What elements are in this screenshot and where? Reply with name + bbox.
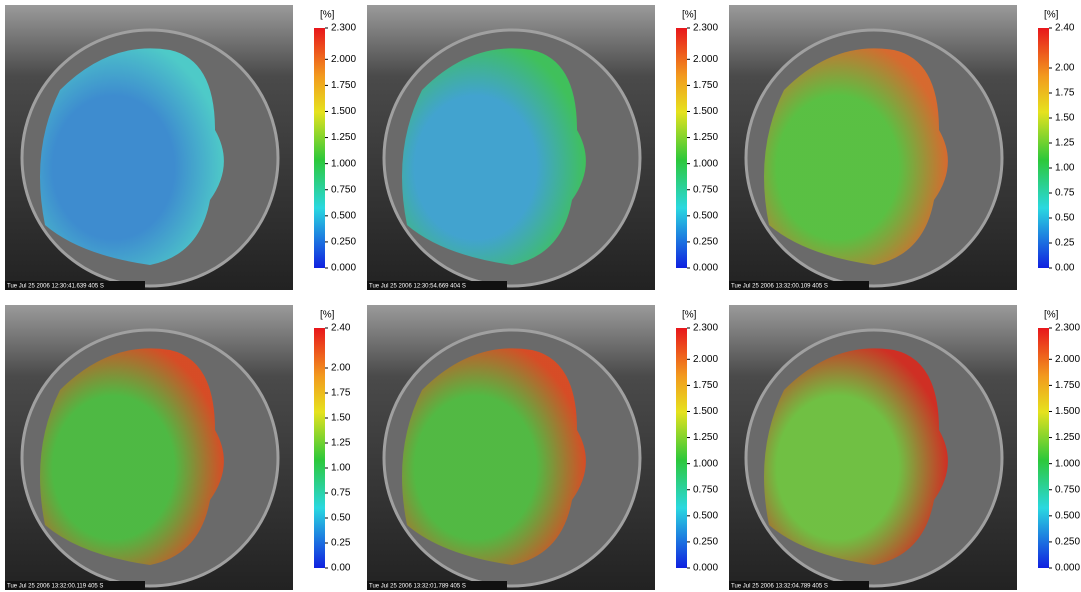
colorbar-tick-label: 0.00 [1055, 263, 1075, 274]
colorbar-tick-label: 0.50 [1055, 213, 1075, 224]
colorbar-tick-label: 1.250 [331, 132, 356, 143]
panel: Tue Jul 25 2006 13:32:01.789 405 S [%] 2.3… [367, 305, 718, 590]
timestamp: Tue Jul 25 2006 13:32:00.109 405 S [731, 284, 828, 290]
colorbar-tick-label: 1.500 [1055, 406, 1080, 417]
colorbar-unit: [%] [682, 310, 697, 321]
colorbar-tick-label: 1.25 [1055, 138, 1075, 149]
colorbar-tick-label: 0.000 [1055, 563, 1080, 574]
colorbar-tick-label: 1.75 [1055, 88, 1075, 99]
colorbar-tick-label: 2.300 [693, 23, 718, 34]
colorbar-tick-label: 0.500 [693, 510, 718, 521]
colorbar-tick-label: 0.25 [1055, 238, 1075, 249]
colorbar-tick-label: 1.000 [693, 458, 718, 469]
colorbar-tick-label: 0.500 [1055, 510, 1080, 521]
colorbar-tick-label: 1.750 [1055, 380, 1080, 391]
colorbar-tick-label: 0.250 [1055, 537, 1080, 548]
timestamp: Tue Jul 25 2006 13:32:04.789 405 S [731, 584, 828, 590]
colorbar-tick-label: 1.250 [693, 432, 718, 443]
figure: Tue Jul 25 2006 12:30:41.639 405 S [%] 2.3… [0, 0, 1081, 592]
colorbar-unit: [%] [320, 10, 335, 21]
colorbar-tick-label: 1.750 [331, 80, 356, 91]
timestamp: Tue Jul 25 2006 13:32:00.119 405 S [7, 584, 103, 590]
colorbar-tick-label: 0.75 [331, 488, 351, 499]
colorbar-tick-label: 1.000 [693, 158, 718, 169]
colorbar-tick-label: 0.500 [693, 210, 718, 221]
colorbar-tick-label: 0.250 [693, 237, 718, 248]
colorbar-unit: [%] [1044, 310, 1059, 321]
colorbar-tick-label: 1.500 [693, 106, 718, 117]
colorbar [314, 328, 325, 568]
colorbar-tick-label: 2.300 [331, 23, 356, 34]
colorbar-tick-label: 2.40 [331, 323, 351, 334]
colorbar [314, 28, 325, 268]
colorbar-tick-label: 0.00 [331, 563, 351, 574]
colorbar [676, 328, 687, 568]
colorbar-tick-label: 1.250 [693, 132, 718, 143]
colorbar-tick-label: 2.000 [1055, 354, 1080, 365]
colorbar-tick-label: 1.50 [1055, 113, 1075, 124]
colorbar-tick-label: 1.00 [331, 463, 351, 474]
colorbar-unit: [%] [1044, 10, 1059, 21]
colorbar-tick-label: 2.000 [331, 54, 356, 65]
colorbar-tick-label: 0.250 [693, 537, 718, 548]
colorbar-tick-label: 1.00 [1055, 163, 1075, 174]
colorbar-tick-label: 1.500 [693, 406, 718, 417]
colorbar-tick-label: 1.75 [331, 388, 351, 399]
colorbar-tick-label: 0.75 [1055, 188, 1075, 199]
colorbar-tick-label: 1.50 [331, 413, 351, 424]
colorbar-tick-label: 2.300 [693, 323, 718, 334]
colorbar [1038, 28, 1049, 268]
colorbar-tick-label: 1.000 [331, 158, 356, 169]
colorbar-tick-label: 0.000 [331, 263, 356, 274]
panel: Tue Jul 25 2006 13:32:00.119 405 S [%] 2.4… [5, 305, 351, 590]
colorbar-tick-label: 0.750 [693, 484, 718, 495]
colorbar-tick-label: 2.00 [331, 363, 351, 374]
colorbar-tick-label: 2.00 [1055, 63, 1075, 74]
colorbar-tick-label: 1.250 [1055, 432, 1080, 443]
colorbar-tick-label: 0.50 [331, 513, 351, 524]
colorbar-tick-label: 1.750 [693, 380, 718, 391]
colorbar-tick-label: 0.000 [693, 563, 718, 574]
colorbar [676, 28, 687, 268]
colorbar-tick-label: 2.300 [1055, 323, 1080, 334]
timestamp: Tue Jul 25 2006 12:30:54.669 404 S [369, 284, 466, 290]
colorbar-tick-label: 0.250 [331, 237, 356, 248]
colorbar-tick-label: 0.750 [693, 184, 718, 195]
colorbar-tick-label: 1.750 [693, 80, 718, 91]
colorbar-tick-label: 2.000 [693, 54, 718, 65]
colorbar-tick-label: 0.750 [331, 184, 356, 195]
colorbar [1038, 328, 1049, 568]
colorbar-unit: [%] [682, 10, 697, 21]
timestamp: Tue Jul 25 2006 12:30:41.639 405 S [7, 284, 104, 290]
colorbar-tick-label: 0.750 [1055, 484, 1080, 495]
colorbar-unit: [%] [320, 310, 335, 321]
panel: Tue Jul 25 2006 12:30:41.639 405 S [%] 2.3… [5, 5, 356, 290]
panel: Tue Jul 25 2006 13:32:00.109 405 S [%] 2.4… [729, 5, 1075, 290]
colorbar-tick-label: 0.500 [331, 210, 356, 221]
colorbar-tick-label: 0.25 [331, 538, 351, 549]
colorbar-tick-label: 2.40 [1055, 23, 1075, 34]
colorbar-tick-label: 0.000 [693, 263, 718, 274]
panel: Tue Jul 25 2006 12:30:54.669 404 S [%] 2.3… [367, 5, 718, 290]
panel: Tue Jul 25 2006 13:32:04.789 405 S [%] 2.3… [729, 305, 1080, 590]
colorbar-tick-label: 1.500 [331, 106, 356, 117]
colorbar-tick-label: 2.000 [693, 354, 718, 365]
timestamp: Tue Jul 25 2006 13:32:01.789 405 S [369, 584, 466, 590]
colorbar-tick-label: 1.000 [1055, 458, 1080, 469]
colorbar-tick-label: 1.25 [331, 438, 351, 449]
